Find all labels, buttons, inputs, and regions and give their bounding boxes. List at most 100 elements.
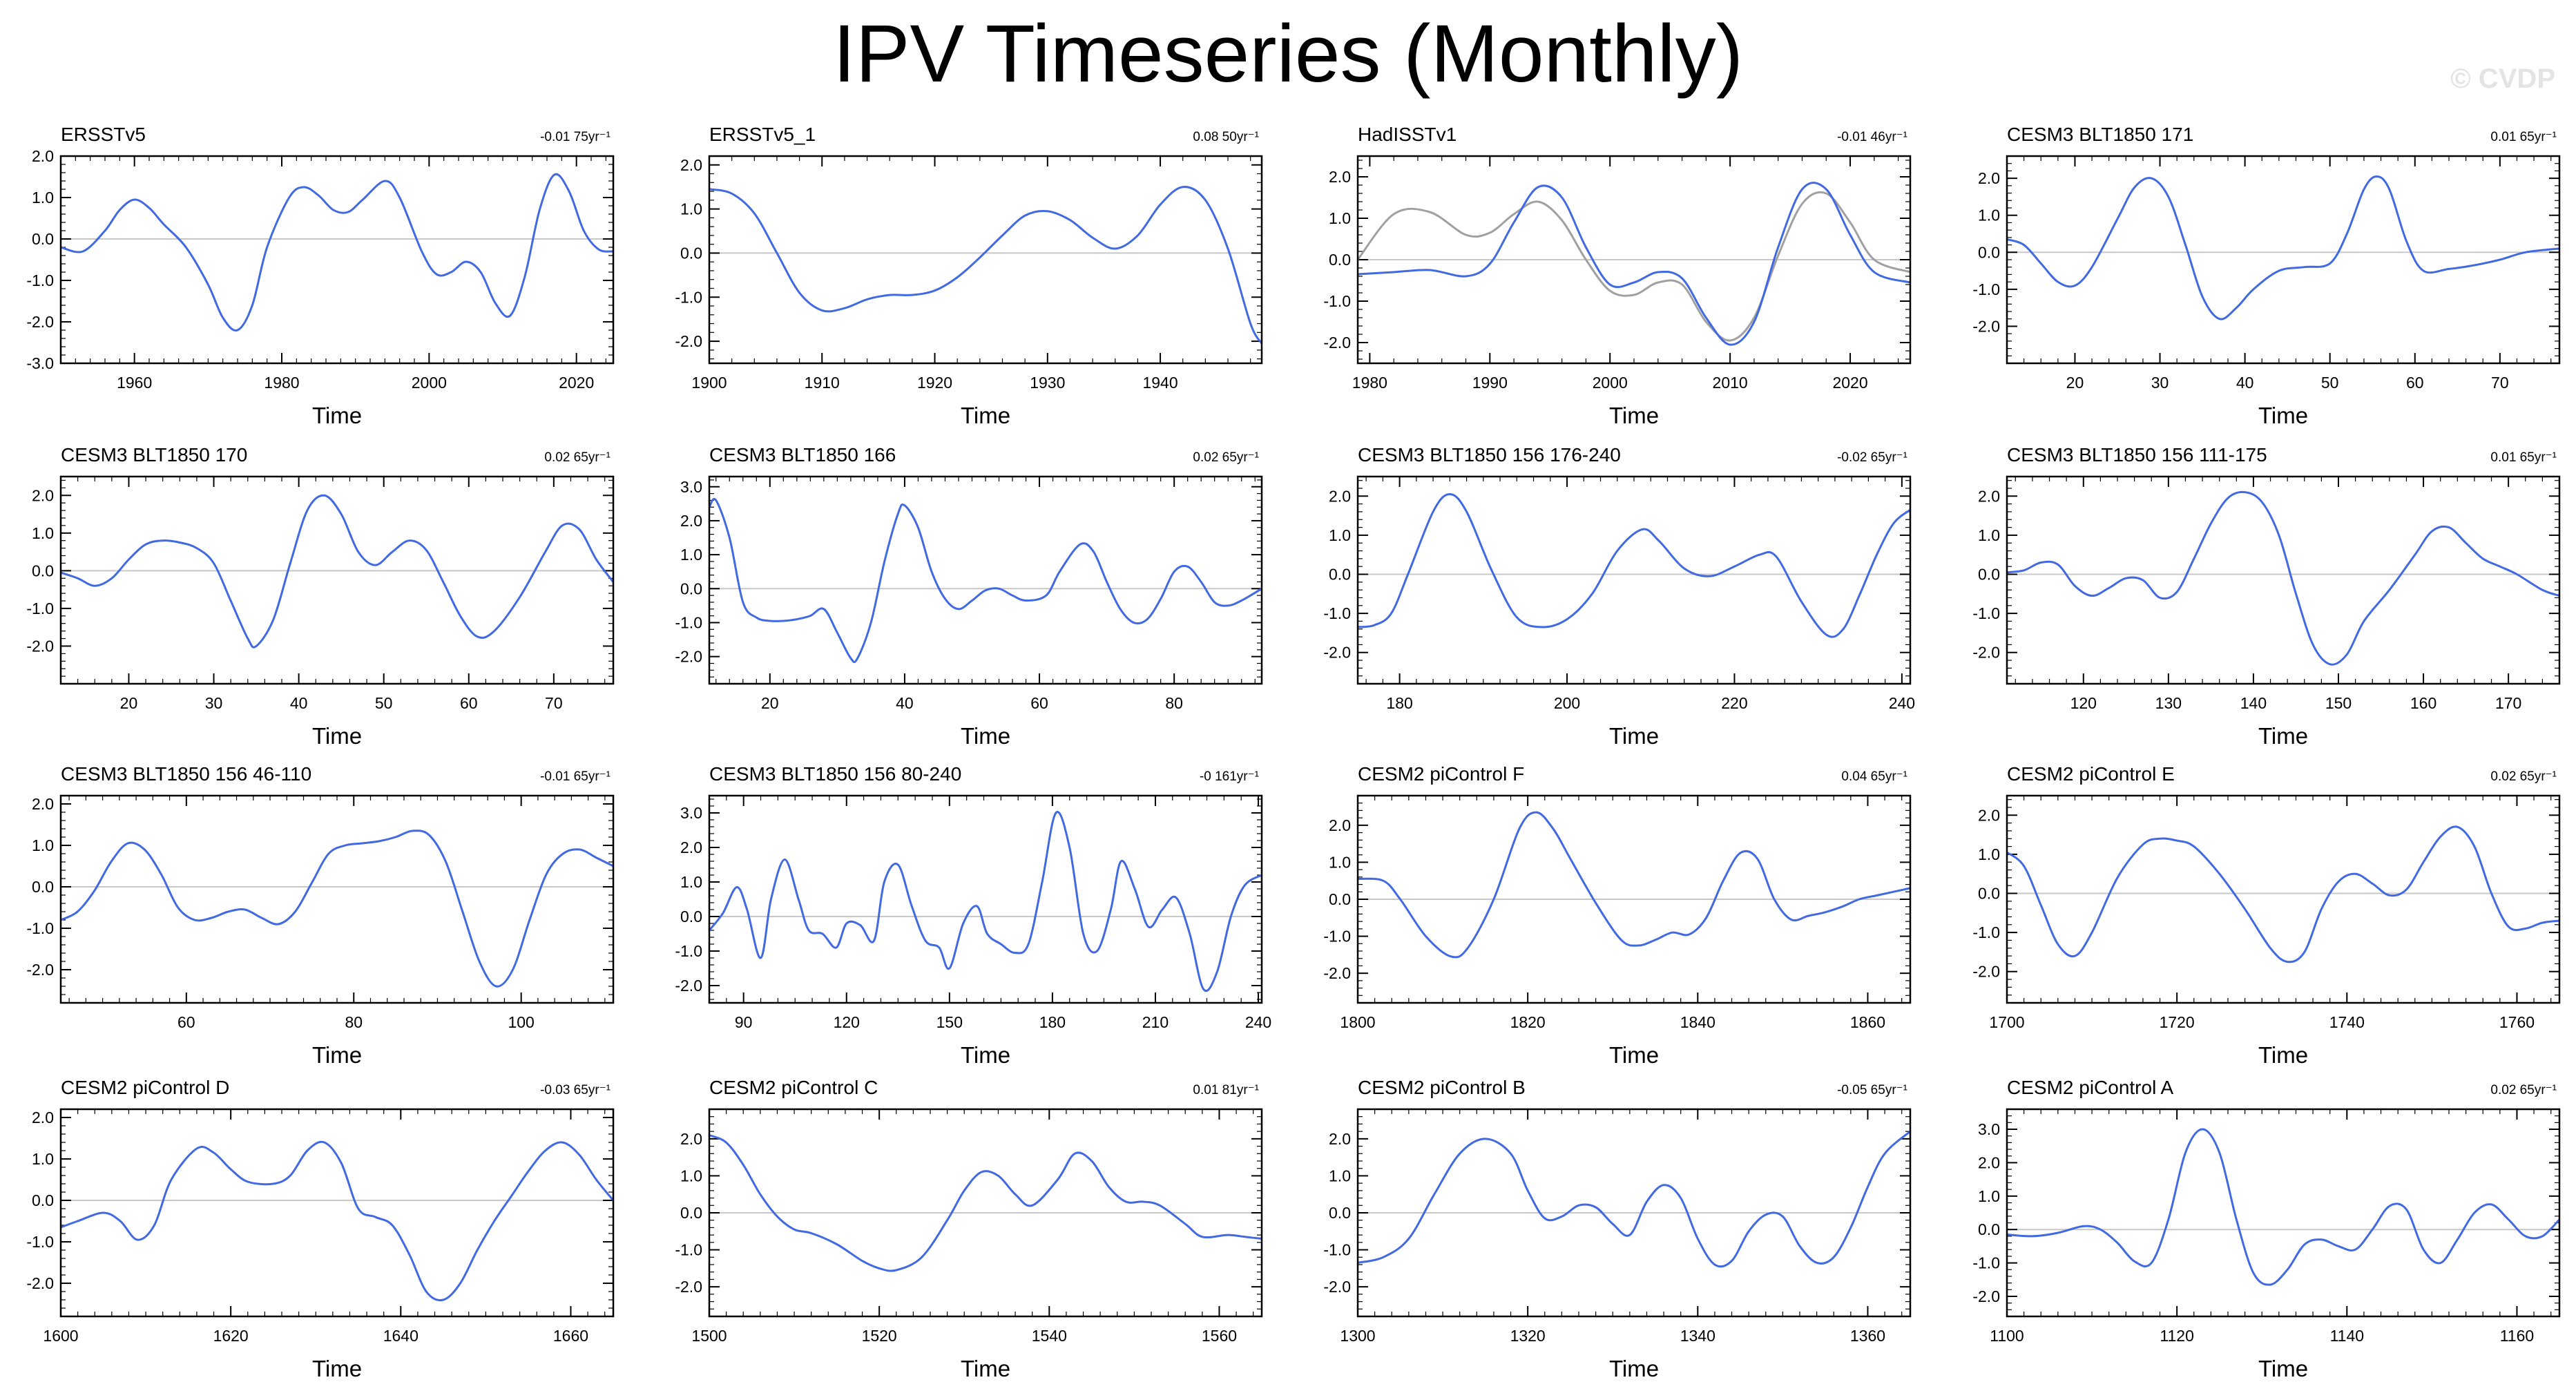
plot-frame <box>708 155 1263 365</box>
y-tick-label: -1.0 <box>675 1241 702 1259</box>
y-tick-label: 1.0 <box>680 546 702 564</box>
y-tick-label: 1.0 <box>680 873 702 891</box>
x-tick-label: 60 <box>177 1013 195 1031</box>
x-axis-label: Time <box>312 1042 362 1068</box>
y-tick-label: 2.0 <box>1978 487 2000 505</box>
trend-label: 0.02 65yr⁻¹ <box>2490 1083 2557 1097</box>
x-tick-label: 2020 <box>1832 374 1867 392</box>
x-tick-label: 170 <box>2495 694 2521 712</box>
panel-title: CESM2 piControl A <box>2007 1077 2174 1098</box>
panel-title: CESM3 BLT1850 156 46-110 <box>61 763 311 785</box>
x-tick-label: 70 <box>2491 374 2509 392</box>
plot-frame <box>2006 475 2561 685</box>
copyright-watermark: © CVDP <box>2450 64 2555 94</box>
x-axis-label: Time <box>961 1356 1010 1381</box>
x-axis-label: Time <box>2258 1042 2308 1068</box>
x-tick-label: 1860 <box>1850 1013 1885 1031</box>
plot-frame <box>708 1108 1263 1318</box>
x-axis-label: Time <box>1609 723 1659 749</box>
x-axis-label: Time <box>961 1042 1010 1068</box>
series-line <box>1357 1130 1911 1268</box>
plot-frame <box>1356 794 1912 1004</box>
y-tick-label: 1.0 <box>680 1167 702 1184</box>
plot-frame <box>2006 155 2561 365</box>
y-tick-label: 1.0 <box>32 1150 54 1168</box>
y-tick-label: 0.0 <box>32 230 54 248</box>
y-tick-label: 1.0 <box>32 524 54 542</box>
series-line <box>1356 191 1911 342</box>
x-tick-label: 1700 <box>1989 1013 2024 1031</box>
x-tick-label: 1100 <box>1990 1327 2024 1345</box>
x-tick-label: 20 <box>120 694 138 712</box>
chart-panel: CESM3 BLT1850 171 0.01 65yr⁻¹ -2.0 -1.0 0.0 1… <box>1972 124 2561 428</box>
y-tick-label: 0.0 <box>32 878 54 896</box>
series-line <box>709 1134 1262 1272</box>
x-tick-label: 1660 <box>553 1327 588 1345</box>
y-tick-label: 1.0 <box>1978 207 2000 224</box>
y-tick-label: 0.0 <box>1329 251 1351 269</box>
chart-panel: CESM3 BLT1850 156 80-240 -0 161yr⁻¹ -2.0 -1… <box>675 763 1271 1068</box>
y-tick-label: 1.0 <box>1329 209 1351 227</box>
series-line <box>60 829 614 988</box>
x-tick-label: 1560 <box>1202 1327 1237 1345</box>
y-tick-label: -2.0 <box>675 977 702 995</box>
y-tick-label: -2.0 <box>1323 1278 1351 1296</box>
x-tick-label: 20 <box>2066 374 2084 392</box>
y-tick-label: 0.0 <box>1978 1220 2000 1238</box>
x-tick-label: 60 <box>2406 374 2424 392</box>
panel-title: CESM3 BLT1850 170 <box>61 444 247 466</box>
y-tick-label: 1.0 <box>32 836 54 854</box>
x-tick-label: 1500 <box>691 1327 727 1345</box>
y-tick-label: 3.0 <box>680 478 702 496</box>
panel-title: CESM2 piControl C <box>709 1077 878 1098</box>
chart-panel: CESM3 BLT1850 166 0.02 65yr⁻¹ -2.0 -1.0 0.0 1… <box>675 444 1263 749</box>
y-tick-label: -1.0 <box>1323 928 1351 946</box>
page-title: IPV Timeseries (Monthly) <box>833 8 1743 99</box>
x-axis-label: Time <box>312 1356 362 1381</box>
y-tick-label: -2.0 <box>1323 964 1351 982</box>
x-tick-label: 180 <box>1039 1013 1066 1031</box>
panel-title: ERSSTv5 <box>61 124 146 145</box>
x-tick-label: 30 <box>2151 374 2169 392</box>
panel-title: CESM2 piControl F <box>1358 763 1524 785</box>
y-tick-label: 1.0 <box>1329 526 1351 544</box>
trend-label: -0.01 75yr⁻¹ <box>540 130 611 144</box>
x-tick-label: 1800 <box>1340 1013 1375 1031</box>
x-tick-label: 80 <box>1165 694 1183 712</box>
x-tick-label: 1940 <box>1142 374 1178 392</box>
trend-label: 0.02 65yr⁻¹ <box>2490 769 2557 784</box>
x-tick-label: 200 <box>1554 694 1580 712</box>
y-tick-label: 1.0 <box>1329 1167 1351 1184</box>
y-tick-label: 0.0 <box>1978 243 2000 261</box>
x-tick-label: 90 <box>735 1013 753 1031</box>
x-axis-label: Time <box>1609 1042 1659 1068</box>
x-axis-label: Time <box>312 723 362 749</box>
y-tick-label: 0.0 <box>32 1191 54 1209</box>
chart-panel: CESM2 piControl D -0.03 65yr⁻¹ -2.0 -1.0 0.0… <box>26 1077 615 1381</box>
x-tick-label: 1960 <box>117 374 152 392</box>
x-tick-label: 1360 <box>1850 1327 1885 1345</box>
series-line <box>1357 182 1911 346</box>
y-tick-label: 1.0 <box>32 189 54 207</box>
y-tick-label: 2.0 <box>1329 168 1351 186</box>
x-axis-label: Time <box>1609 403 1659 428</box>
plot-frame <box>708 475 1263 685</box>
x-tick-label: 100 <box>508 1013 534 1031</box>
y-tick-label: 3.0 <box>1978 1120 2000 1138</box>
chart-panel: ERSSTv5 -0.01 75yr⁻¹ -3.0 -2.0 -1.0 0.0 1.0 2.0… <box>26 124 615 428</box>
y-tick-label: -2.0 <box>26 1274 54 1292</box>
y-tick-label: 2.0 <box>680 156 702 174</box>
y-tick-label: 2.0 <box>32 1109 54 1126</box>
y-tick-label: 2.0 <box>1329 816 1351 834</box>
x-axis-label: Time <box>2258 403 2308 428</box>
chart-panel: CESM3 BLT1850 156 111-175 0.01 65yr⁻¹ -2.0… <box>1972 444 2561 749</box>
series-line <box>2006 175 2560 320</box>
y-tick-label: -2.0 <box>675 648 702 666</box>
x-tick-label: 150 <box>936 1013 963 1031</box>
panel-title: CESM3 BLT1850 171 <box>2007 124 2193 145</box>
chart-panel: CESM2 piControl B -0.05 65yr⁻¹ -2.0 -1.0 0.0… <box>1323 1077 1912 1381</box>
y-tick-label: 2.0 <box>1978 1153 2000 1171</box>
series-line <box>1357 493 1911 638</box>
x-tick-label: 2000 <box>412 374 447 392</box>
